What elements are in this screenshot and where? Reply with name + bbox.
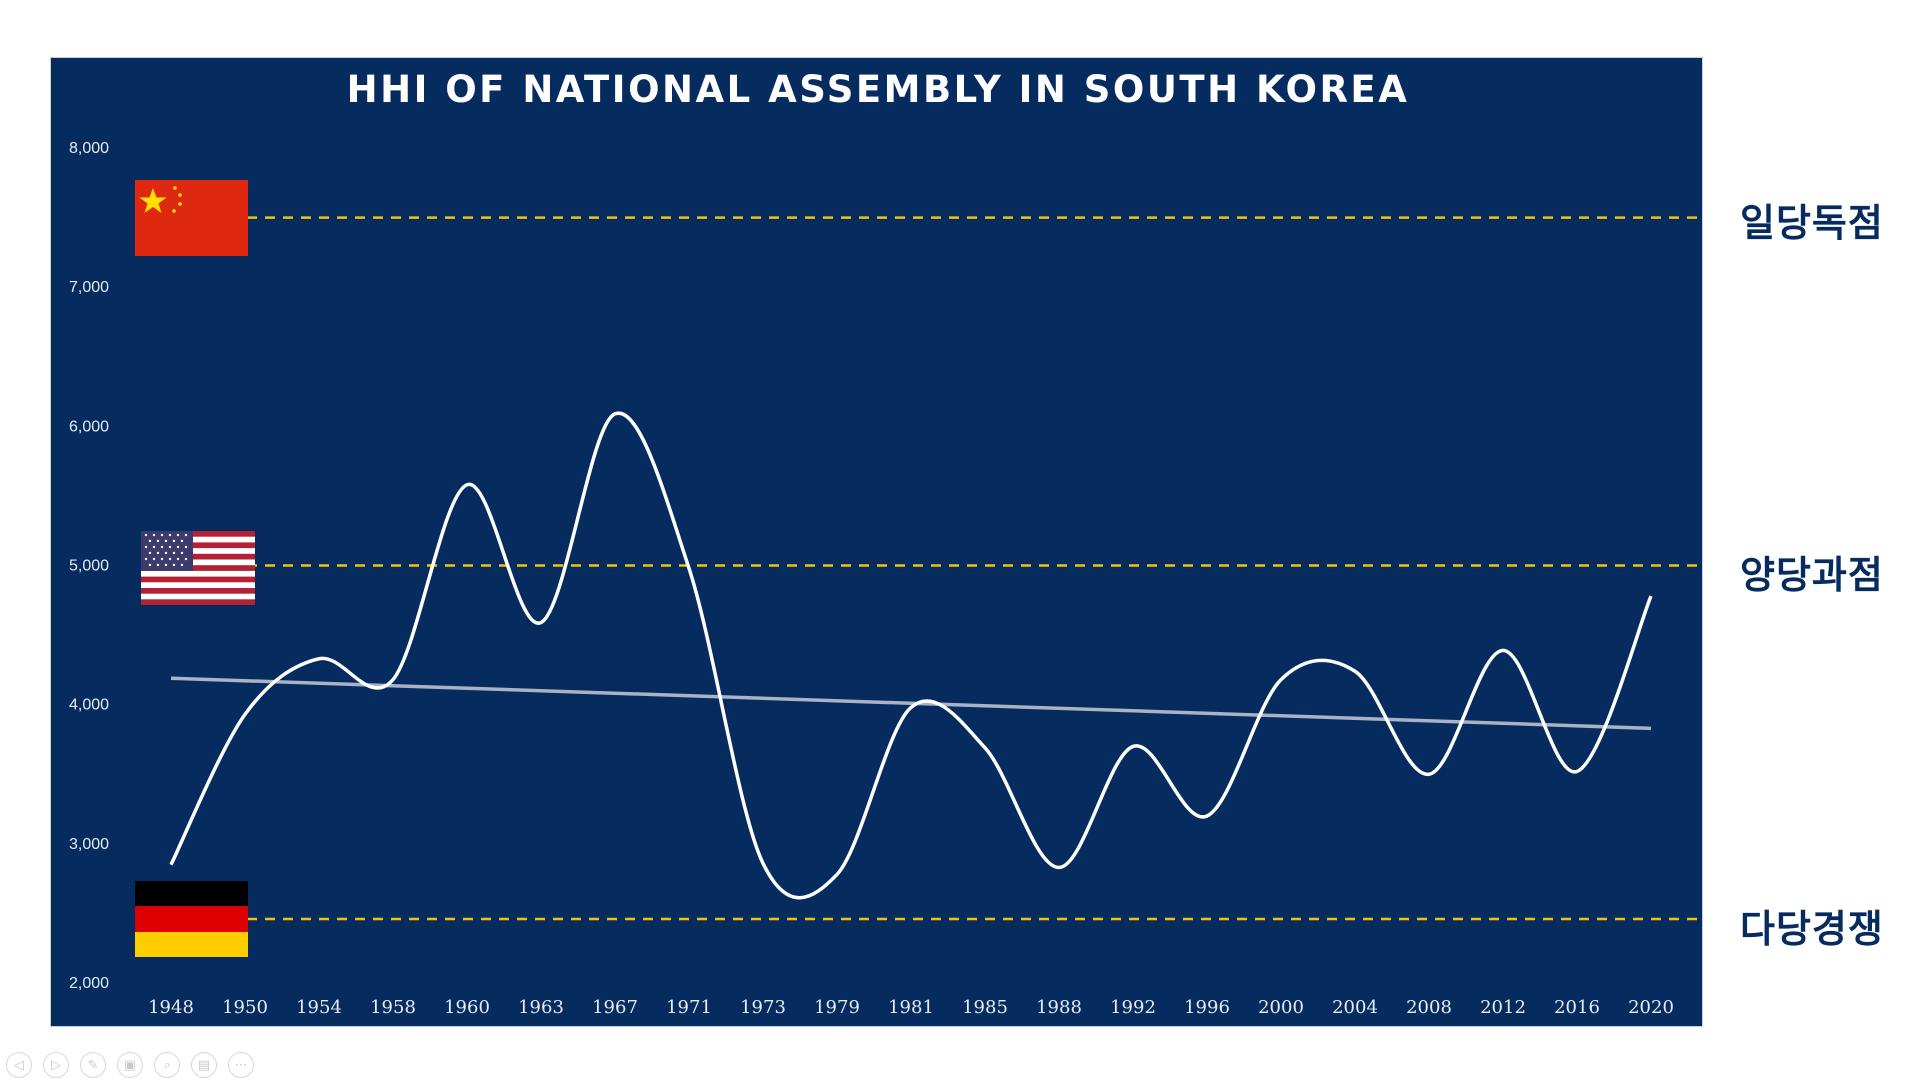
slideshow-controls: ◁ ▷ ✎ ▣ ⌕ ▤ ⋯ — [6, 1052, 254, 1078]
x-tick-label: 1973 — [740, 997, 786, 1018]
x-tick-label: 1971 — [666, 997, 712, 1018]
x-tick-label: 1967 — [592, 997, 638, 1018]
x-tick-label: 2008 — [1406, 997, 1452, 1018]
line-chart: HHI OF NATIONAL ASSEMBLY IN SOUTH KOREA … — [69, 68, 1704, 1018]
x-tick-label: 1985 — [962, 997, 1008, 1018]
y-tick-label: 5,000 — [69, 558, 109, 575]
x-tick-label: 1996 — [1184, 997, 1230, 1018]
y-tick-label: 2,000 — [69, 975, 109, 992]
y-tick-label: 4,000 — [69, 697, 109, 714]
y-tick-label: 8,000 — [69, 140, 109, 157]
y-tick-label: 6,000 — [69, 418, 109, 435]
pen-tool-button[interactable]: ✎ — [80, 1052, 106, 1078]
x-tick-label: 1948 — [148, 997, 194, 1018]
band-label-one-party: 일당독점 — [1740, 201, 1884, 245]
series-line — [169, 411, 1653, 900]
previous-slide-button[interactable]: ◁ — [6, 1052, 32, 1078]
x-tick-label: 1960 — [444, 997, 490, 1018]
x-tick-label: 2012 — [1480, 997, 1526, 1018]
usa-flag-icon — [141, 531, 255, 605]
chart-title: HHI OF NATIONAL ASSEMBLY IN SOUTH KOREA — [347, 68, 1410, 111]
x-tick-label: 1958 — [370, 997, 416, 1018]
chart-panel: HHI OF NATIONAL ASSEMBLY IN SOUTH KOREA … — [50, 57, 1704, 1027]
x-tick-label: 1988 — [1036, 997, 1082, 1018]
x-tick-label: 1992 — [1110, 997, 1156, 1018]
band-label-multi-party: 다당경쟁 — [1740, 907, 1884, 951]
x-tick-label: 1954 — [296, 997, 342, 1018]
china-flag-icon — [135, 180, 248, 256]
zoom-button[interactable]: ⌕ — [154, 1052, 180, 1078]
x-tick-label: 1950 — [222, 997, 268, 1018]
x-tick-label: 2020 — [1628, 997, 1674, 1018]
trend-line — [170, 676, 1652, 731]
x-tick-label: 2000 — [1258, 997, 1304, 1018]
more-options-button[interactable]: ⋯ — [228, 1052, 254, 1078]
band-label-two-party: 양당과점 — [1740, 553, 1884, 597]
x-tick-label: 1963 — [518, 997, 564, 1018]
y-tick-label: 7,000 — [69, 279, 109, 296]
y-tick-label: 3,000 — [69, 836, 109, 853]
next-slide-button[interactable]: ▷ — [43, 1052, 69, 1078]
germany-flag-icon — [135, 881, 248, 957]
all-slides-button[interactable]: ▣ — [117, 1052, 143, 1078]
x-tick-label: 2016 — [1554, 997, 1600, 1018]
x-tick-label: 1981 — [888, 997, 934, 1018]
x-tick-label: 1979 — [814, 997, 860, 1018]
x-tick-label: 2004 — [1332, 997, 1378, 1018]
subtitles-button[interactable]: ▤ — [191, 1052, 217, 1078]
